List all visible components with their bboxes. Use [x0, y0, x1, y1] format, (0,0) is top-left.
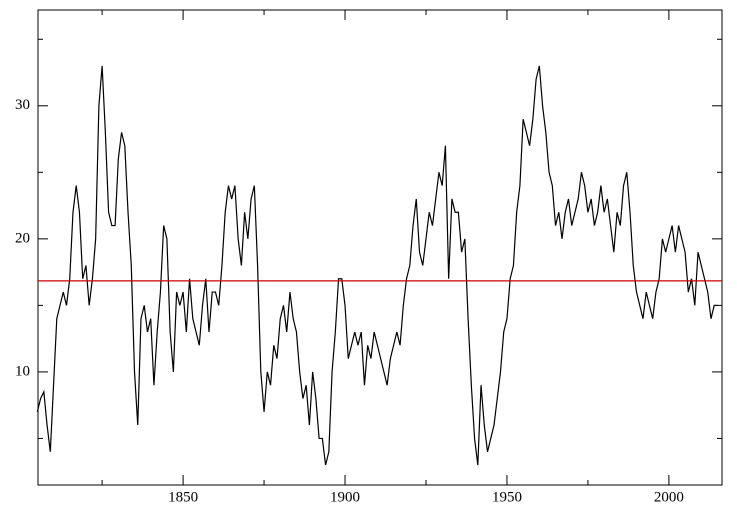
data-line [36, 65, 718, 466]
y-tick-label: 10 [15, 363, 30, 379]
y-tick-label: 30 [15, 97, 30, 113]
x-tick-label: 1850 [168, 489, 198, 505]
y-tick-label: 20 [15, 230, 30, 246]
x-tick-label: 1900 [330, 489, 360, 505]
x-tick-label: 2000 [654, 489, 684, 505]
plot-frame [37, 9, 723, 486]
x-tick-label: 1950 [492, 489, 522, 505]
